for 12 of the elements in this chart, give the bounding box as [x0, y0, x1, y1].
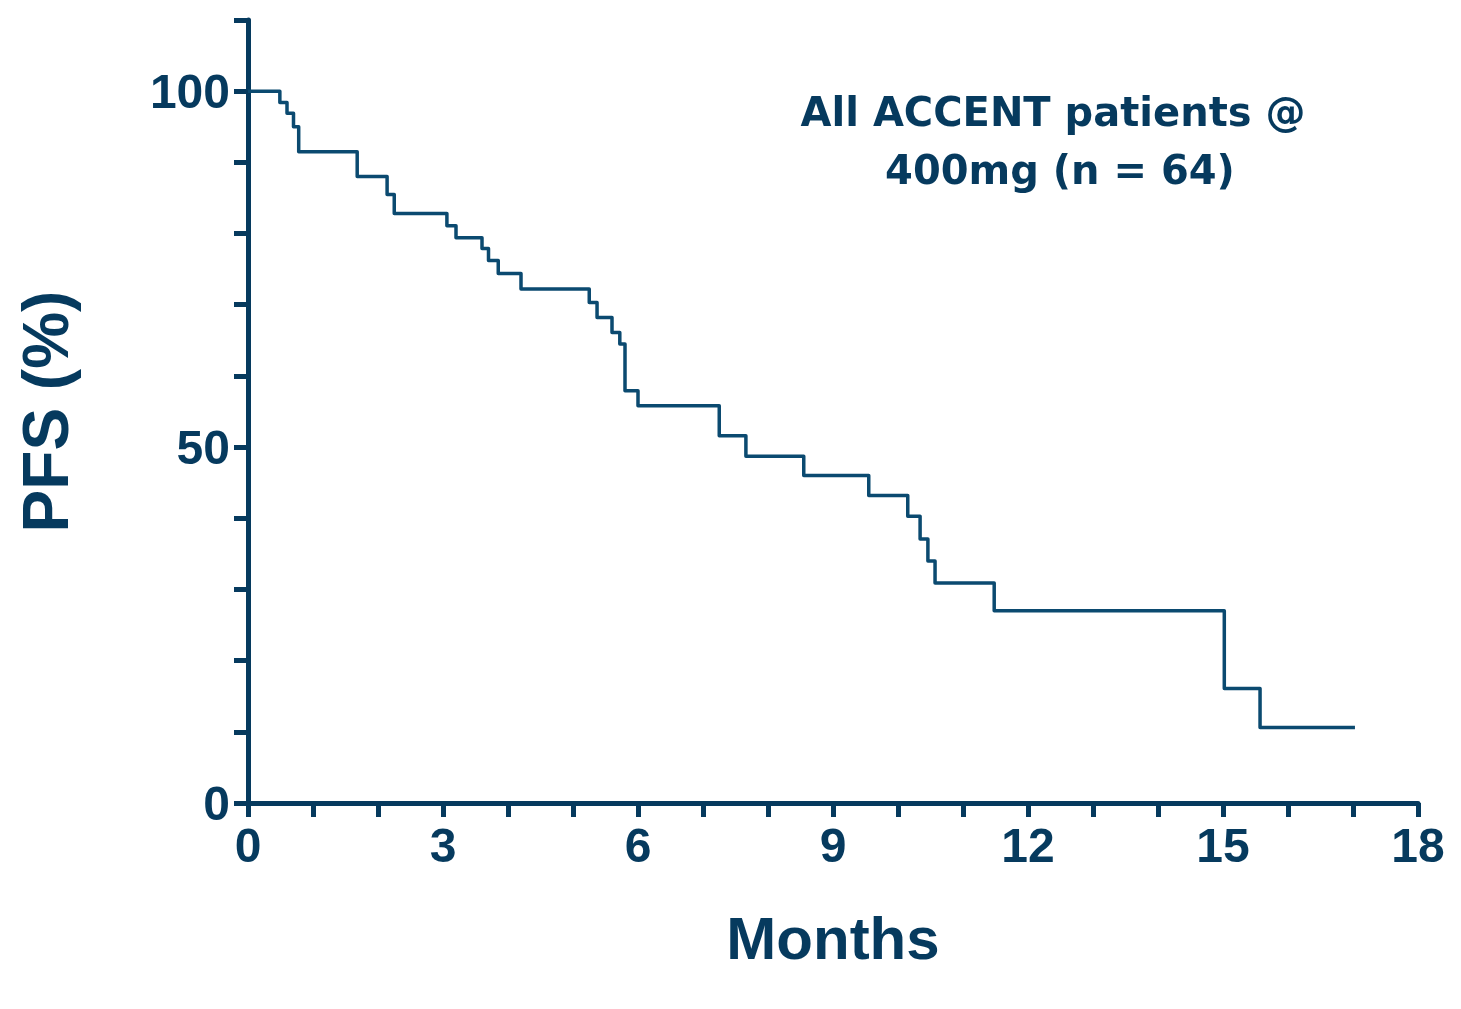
- x-axis-title: Months: [726, 904, 940, 972]
- x-tick-label: 6: [624, 818, 652, 872]
- y-tick-label: 0: [203, 776, 230, 830]
- y-tick-label: 50: [176, 420, 230, 474]
- x-tick-label: 3: [429, 818, 457, 872]
- y-tick-label: 100: [149, 64, 230, 118]
- text: All ACCENT patients @ 400mg (n = 64): [800, 89, 1320, 193]
- x-tick-label: 12: [1001, 818, 1055, 872]
- x-tick-label: 18: [1391, 818, 1445, 872]
- x-tick-label: 9: [819, 818, 847, 872]
- x-tick-label: 15: [1196, 818, 1250, 872]
- y-axis-title: PFS (%): [10, 290, 82, 533]
